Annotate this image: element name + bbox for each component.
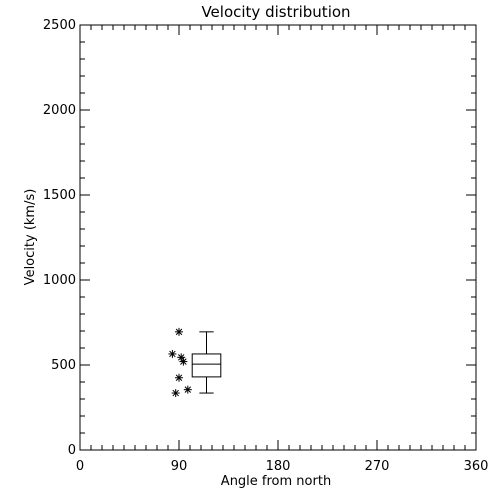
asterisk-stroke bbox=[177, 354, 185, 361]
box-iqr bbox=[191, 353, 222, 378]
outlier-point bbox=[168, 349, 177, 358]
y-axis-tick-labels: 0 500 1000 1500 2000 2500 bbox=[43, 18, 76, 458]
x-tick-label: 270 bbox=[365, 459, 390, 474]
x-axis-ticks bbox=[79, 25, 477, 450]
asterisk-stroke bbox=[169, 350, 176, 358]
asterisk-stroke bbox=[172, 389, 179, 397]
outlier-point bbox=[183, 385, 192, 394]
x-tick-label: 360 bbox=[464, 459, 489, 474]
outlier-point bbox=[175, 373, 183, 382]
box-plot bbox=[191, 331, 222, 394]
asterisk-stroke bbox=[180, 358, 187, 365]
outlier-point bbox=[175, 327, 183, 336]
outlier-points bbox=[168, 327, 192, 398]
y-tick-label: 0 bbox=[68, 443, 76, 458]
asterisk-stroke bbox=[175, 328, 183, 336]
outlier-point bbox=[179, 357, 188, 366]
y-axis-ticks bbox=[80, 24, 476, 451]
x-axis-tick-labels: 0 90 180 270 360 bbox=[76, 459, 489, 474]
asterisk-stroke bbox=[184, 386, 192, 393]
x-tick-label: 180 bbox=[266, 459, 291, 474]
y-tick-label: 1500 bbox=[43, 188, 76, 203]
y-tick-label: 2000 bbox=[43, 103, 76, 118]
y-tick-label: 500 bbox=[51, 358, 76, 373]
outlier-point bbox=[171, 389, 180, 398]
asterisk-stroke bbox=[175, 374, 183, 381]
x-axis-label: Angle from north bbox=[221, 474, 331, 489]
outlier-point bbox=[177, 353, 186, 362]
plot-frame bbox=[79, 24, 477, 451]
y-tick-label: 1000 bbox=[43, 273, 76, 288]
y-axis-label: Velocity (km/s) bbox=[23, 189, 38, 286]
x-tick-label: 0 bbox=[76, 459, 84, 474]
chart-title: Velocity distribution bbox=[201, 3, 350, 21]
x-tick-label: 90 bbox=[171, 459, 188, 474]
y-tick-label: 2500 bbox=[43, 18, 76, 33]
